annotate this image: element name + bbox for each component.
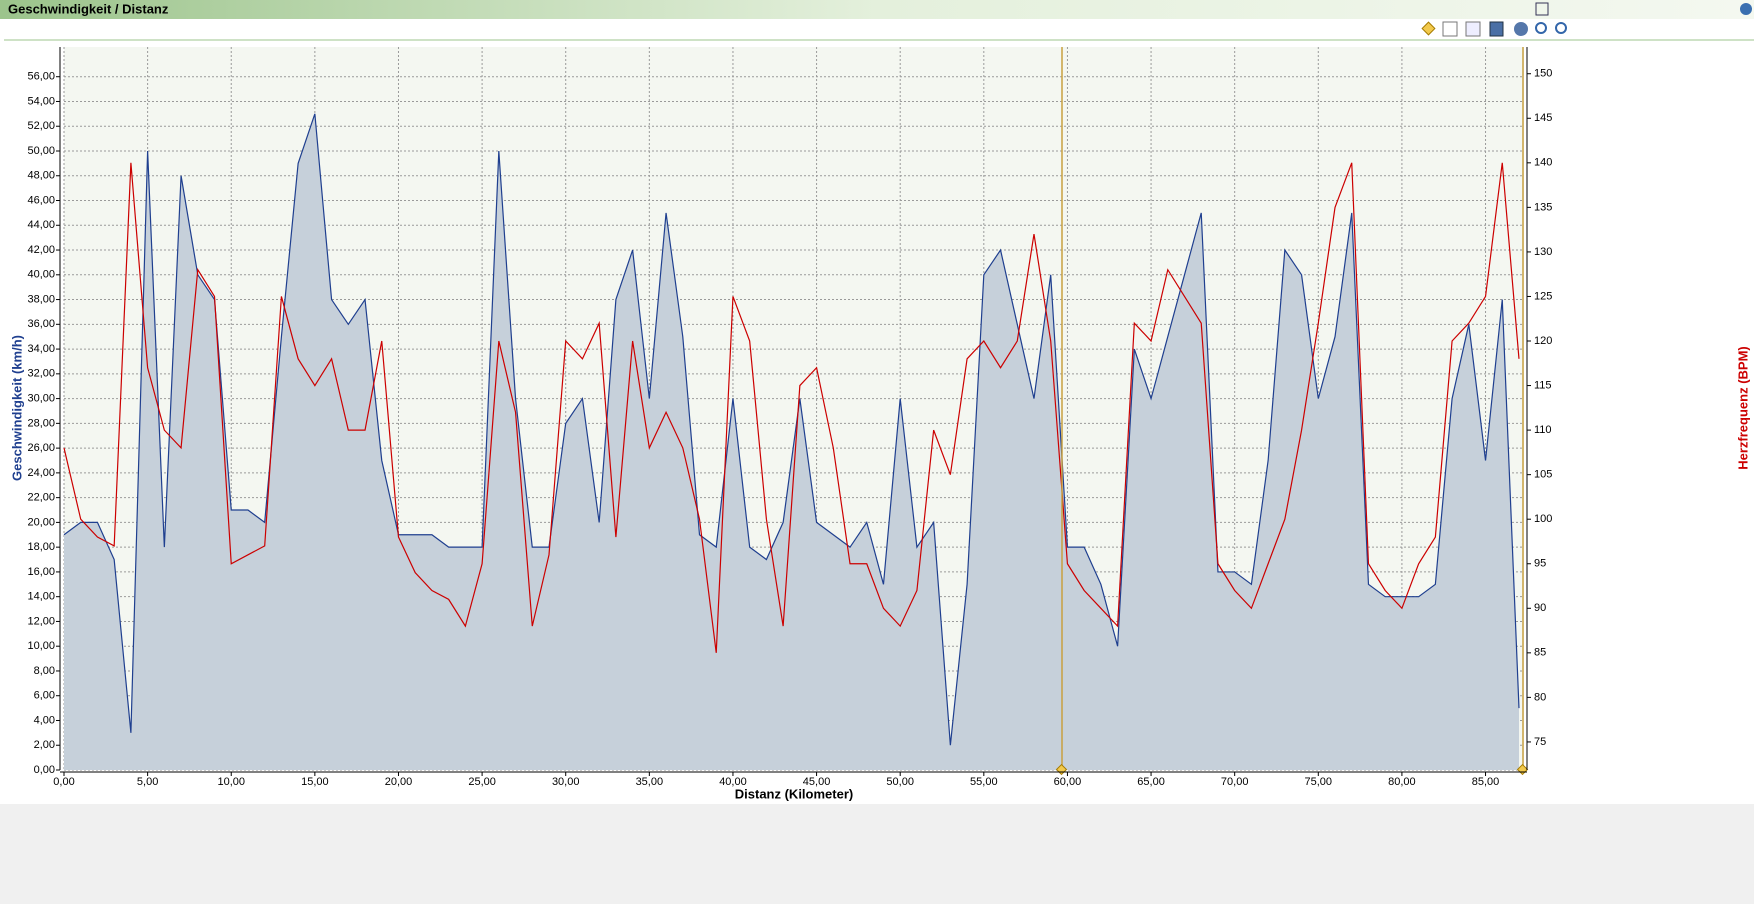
y-tick-label: 8,00 xyxy=(34,665,55,677)
y-tick-label: 52,00 xyxy=(27,120,55,132)
y-tick-label: 32,00 xyxy=(27,368,55,380)
x-tick-label: 50,00 xyxy=(886,776,914,788)
y-tick-label: 10,00 xyxy=(27,640,55,652)
zoom-out-button[interactable] xyxy=(1555,22,1567,34)
y-tick-label: 12,00 xyxy=(27,615,55,627)
y-tick-label: 24,00 xyxy=(27,467,55,479)
y-tick-label: 46,00 xyxy=(27,194,55,206)
y-tick-label: 30,00 xyxy=(27,393,55,405)
x-tick-label: 80,00 xyxy=(1388,776,1416,788)
x-tick-label: 40,00 xyxy=(719,776,747,788)
line xyxy=(63,162,1520,653)
table-button[interactable] xyxy=(1442,21,1458,37)
y-tick-label: 40,00 xyxy=(27,269,55,281)
area xyxy=(64,113,1519,771)
y2-tick-label: 90 xyxy=(1534,602,1546,614)
x-tick-label: 60,00 xyxy=(1054,776,1082,788)
data-marks xyxy=(63,113,1520,771)
y-tick-label: 36,00 xyxy=(27,318,55,330)
x-tick-label: 5,00 xyxy=(137,776,158,788)
y2-tick-label: 75 xyxy=(1534,736,1546,748)
y2-tick-label: 130 xyxy=(1534,246,1552,258)
y-tick-label: 0,00 xyxy=(34,764,55,776)
layout-button[interactable] xyxy=(1535,2,1549,16)
y2-tick-label: 120 xyxy=(1534,335,1552,347)
y2-tick-label: 85 xyxy=(1534,647,1546,659)
collapse-button[interactable] xyxy=(1740,3,1752,15)
x-tick-label: 30,00 xyxy=(552,776,580,788)
y-tick-label: 42,00 xyxy=(27,244,55,256)
y2-tick-label: 125 xyxy=(1534,290,1552,302)
y2-tick-label: 100 xyxy=(1534,513,1552,525)
y2-tick-label: 135 xyxy=(1534,201,1552,213)
y-tick-label: 4,00 xyxy=(34,714,55,726)
chart-button[interactable] xyxy=(1465,21,1481,37)
x-tick-label: 75,00 xyxy=(1305,776,1333,788)
y-tick-label: 26,00 xyxy=(27,442,55,454)
x-tick-label: 0,00 xyxy=(53,776,74,788)
x-tick-label: 35,00 xyxy=(636,776,664,788)
y-tick-label: 34,00 xyxy=(27,343,55,355)
y-tick-label: 44,00 xyxy=(27,219,55,231)
ticks: 0,00 2,00 4,00 6,00 8,00 10,00 12,00 14,00 16,00… xyxy=(27,68,1552,788)
y2-axis-title: Herzfrequenz (BPM) xyxy=(1735,346,1750,470)
save-button[interactable] xyxy=(1489,21,1504,37)
x-tick-label: 85,00 xyxy=(1472,776,1500,788)
y-tick-label: 38,00 xyxy=(27,293,55,305)
x-tick-label: 45,00 xyxy=(803,776,831,788)
y2-tick-label: 110 xyxy=(1534,424,1552,436)
x-axis-title: Distanz (Kilometer) xyxy=(735,786,853,801)
y2-tick-label: 145 xyxy=(1534,112,1552,124)
y2-tick-label: 105 xyxy=(1534,469,1552,481)
y-tick-label: 2,00 xyxy=(34,739,55,751)
y-axis-title: Geschwindigkeit (km/h) xyxy=(9,335,24,481)
y-tick-label: 14,00 xyxy=(27,591,55,603)
x-tick-label: 55,00 xyxy=(970,776,998,788)
y-tick-label: 28,00 xyxy=(27,417,55,429)
zoom-in-button[interactable] xyxy=(1535,22,1547,34)
y-tick-label: 54,00 xyxy=(27,95,55,107)
y-tick-label: 18,00 xyxy=(27,541,55,553)
toolbar xyxy=(1421,21,1567,37)
y-tick-label: 48,00 xyxy=(27,170,55,182)
line xyxy=(63,113,1520,746)
y-tick-label: 50,00 xyxy=(27,145,55,157)
x-tick-label: 10,00 xyxy=(217,776,245,788)
x-tick-label: 70,00 xyxy=(1221,776,1249,788)
x-tick-label: 25,00 xyxy=(468,776,496,788)
settings-button[interactable] xyxy=(1514,22,1528,36)
y2-tick-label: 80 xyxy=(1534,691,1546,703)
title-bar xyxy=(0,0,1754,19)
marker-button[interactable] xyxy=(1421,21,1436,36)
chart-title: Geschwindigkeit / Distanz xyxy=(8,1,169,16)
y-tick-label: 16,00 xyxy=(27,566,55,578)
x-tick-label: 20,00 xyxy=(385,776,413,788)
y-tick-label: 20,00 xyxy=(27,516,55,528)
y2-tick-label: 140 xyxy=(1534,157,1552,169)
y-tick-label: 22,00 xyxy=(27,492,55,504)
x-tick-label: 15,00 xyxy=(301,776,329,788)
y-tick-label: 56,00 xyxy=(27,71,55,83)
x-tick-label: 65,00 xyxy=(1137,776,1165,788)
y2-tick-label: 150 xyxy=(1534,68,1552,80)
y-tick-label: 6,00 xyxy=(34,690,55,702)
y2-tick-label: 115 xyxy=(1534,379,1552,391)
y2-tick-label: 95 xyxy=(1534,558,1546,570)
